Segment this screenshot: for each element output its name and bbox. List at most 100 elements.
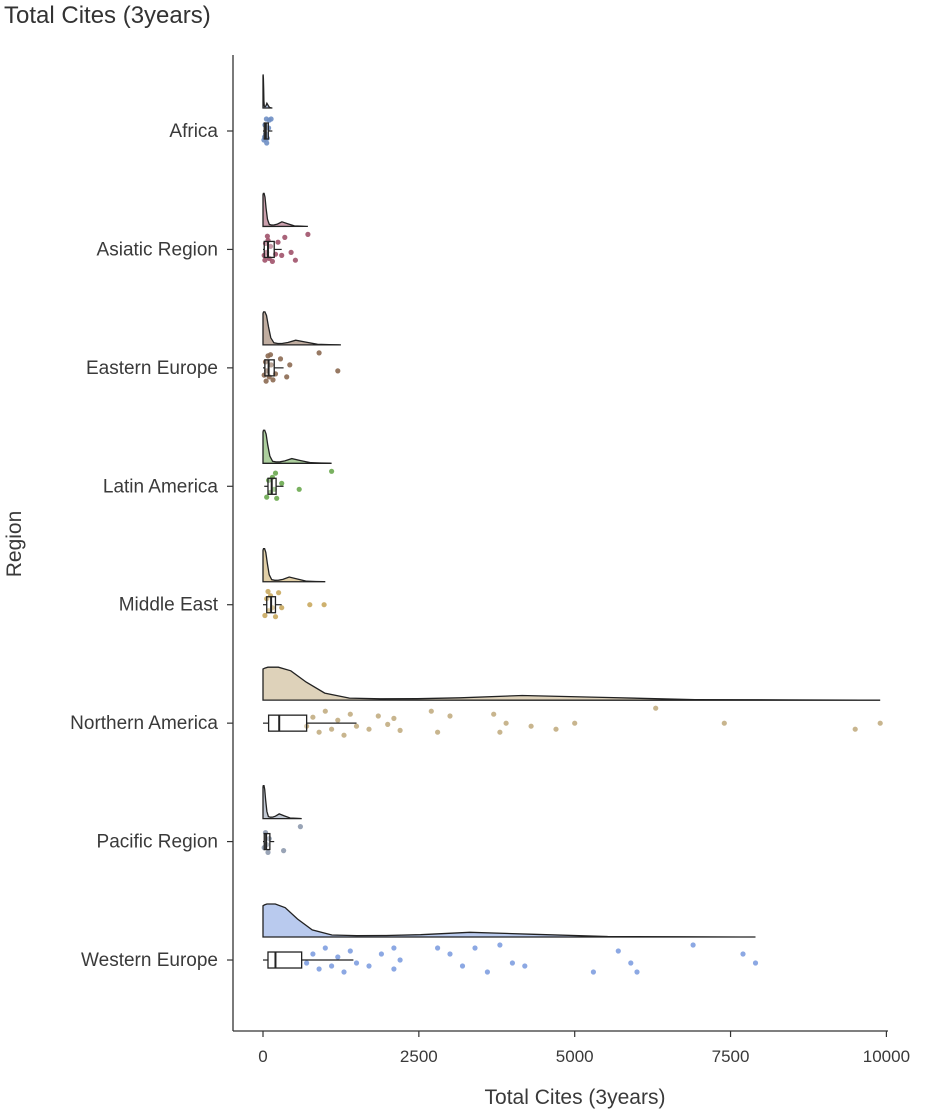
- data-point: [284, 374, 290, 380]
- data-point: [528, 723, 534, 729]
- x-tick-label: 7500: [712, 1047, 750, 1066]
- data-point: [268, 116, 274, 122]
- data-point: [522, 963, 528, 969]
- data-point: [497, 942, 503, 948]
- density-cloud: [262, 666, 881, 701]
- data-point: [279, 252, 285, 258]
- data-point: [447, 713, 453, 719]
- data-point: [628, 960, 634, 966]
- data-point: [721, 720, 727, 726]
- data-point: [304, 960, 310, 966]
- data-point: [272, 470, 279, 476]
- data-point: [262, 257, 268, 263]
- data-point: [877, 720, 883, 726]
- data-point: [322, 945, 328, 951]
- chart-title: Total Cites (3years): [4, 2, 211, 29]
- data-point: [347, 711, 353, 717]
- y-axis-title: Region: [3, 511, 26, 578]
- data-point: [263, 378, 269, 384]
- y-tick-label: Western Europe: [81, 950, 218, 971]
- data-point: [509, 960, 515, 966]
- data-point: [435, 729, 441, 735]
- y-tick-label: Asiatic Region: [97, 239, 218, 260]
- data-point: [615, 948, 621, 954]
- data-point: [447, 951, 453, 957]
- data-point: [484, 969, 490, 975]
- data-point: [391, 715, 397, 722]
- x-tick-label: 5000: [556, 1047, 594, 1066]
- data-point: [321, 602, 327, 608]
- data-point: [740, 951, 746, 957]
- data-point: [268, 362, 274, 368]
- data-point: [267, 352, 274, 358]
- box-iqr: [263, 240, 275, 259]
- data-point: [287, 362, 293, 368]
- data-point: [275, 239, 281, 245]
- density-cloud: [262, 784, 302, 820]
- data-point: [491, 711, 497, 717]
- data-point: [634, 969, 640, 975]
- data-point: [310, 951, 316, 957]
- data-point: [397, 727, 403, 734]
- y-tick-label: Africa: [169, 121, 218, 142]
- y-tick-label: Eastern Europe: [86, 358, 218, 379]
- data-point: [378, 951, 384, 957]
- plot-area: [261, 74, 883, 975]
- x-tick-label: 10000: [863, 1047, 910, 1066]
- data-point: [366, 963, 372, 969]
- data-point: [459, 963, 466, 969]
- data-point: [281, 848, 287, 854]
- data-point: [264, 494, 270, 500]
- data-point: [353, 960, 360, 966]
- data-point: [279, 605, 285, 611]
- data-point: [428, 708, 434, 714]
- data-point: [572, 720, 578, 726]
- data-point: [329, 726, 335, 732]
- axis-layer: 0 2500 5000 7500 10000 Africa Asiatic Region Ea…: [70, 121, 910, 1066]
- data-point: [553, 726, 559, 732]
- data-point: [316, 350, 322, 356]
- data-point: [296, 486, 302, 492]
- box-iqr: [267, 951, 303, 969]
- data-point: [347, 948, 353, 954]
- data-point: [385, 721, 391, 728]
- data-point: [397, 957, 403, 963]
- data-point: [276, 590, 282, 596]
- y-tick-label: Pacific Region: [97, 832, 218, 853]
- data-point: [316, 729, 322, 735]
- data-point: [277, 356, 284, 362]
- data-point: [653, 705, 659, 711]
- data-point: [288, 249, 294, 255]
- data-point: [472, 945, 478, 951]
- data-point: [282, 234, 288, 240]
- data-point: [279, 480, 285, 486]
- data-point: [316, 966, 322, 972]
- density-cloud: [262, 74, 273, 109]
- data-point: [265, 588, 271, 595]
- data-point: [329, 963, 335, 969]
- data-point: [305, 231, 311, 237]
- density-cloud: [262, 311, 341, 346]
- data-point: [262, 612, 268, 619]
- data-point: [852, 726, 858, 732]
- data-point: [292, 257, 298, 263]
- data-point: [265, 849, 271, 856]
- data-point: [375, 713, 381, 719]
- data-point: [503, 720, 509, 726]
- data-point: [264, 140, 270, 146]
- x-axis-title: Total Cites (3years): [485, 1086, 666, 1109]
- data-point: [341, 969, 347, 975]
- data-point: [590, 969, 597, 975]
- data-point: [310, 714, 316, 720]
- data-point: [322, 708, 328, 714]
- data-point: [335, 954, 341, 960]
- density-cloud: [262, 192, 308, 228]
- x-tick-label: 0: [258, 1047, 267, 1066]
- data-point: [391, 945, 397, 951]
- data-point: [274, 495, 280, 501]
- data-point: [391, 966, 397, 972]
- y-tick-label: Latin America: [103, 476, 219, 497]
- data-point: [272, 614, 279, 620]
- data-point: [690, 942, 696, 948]
